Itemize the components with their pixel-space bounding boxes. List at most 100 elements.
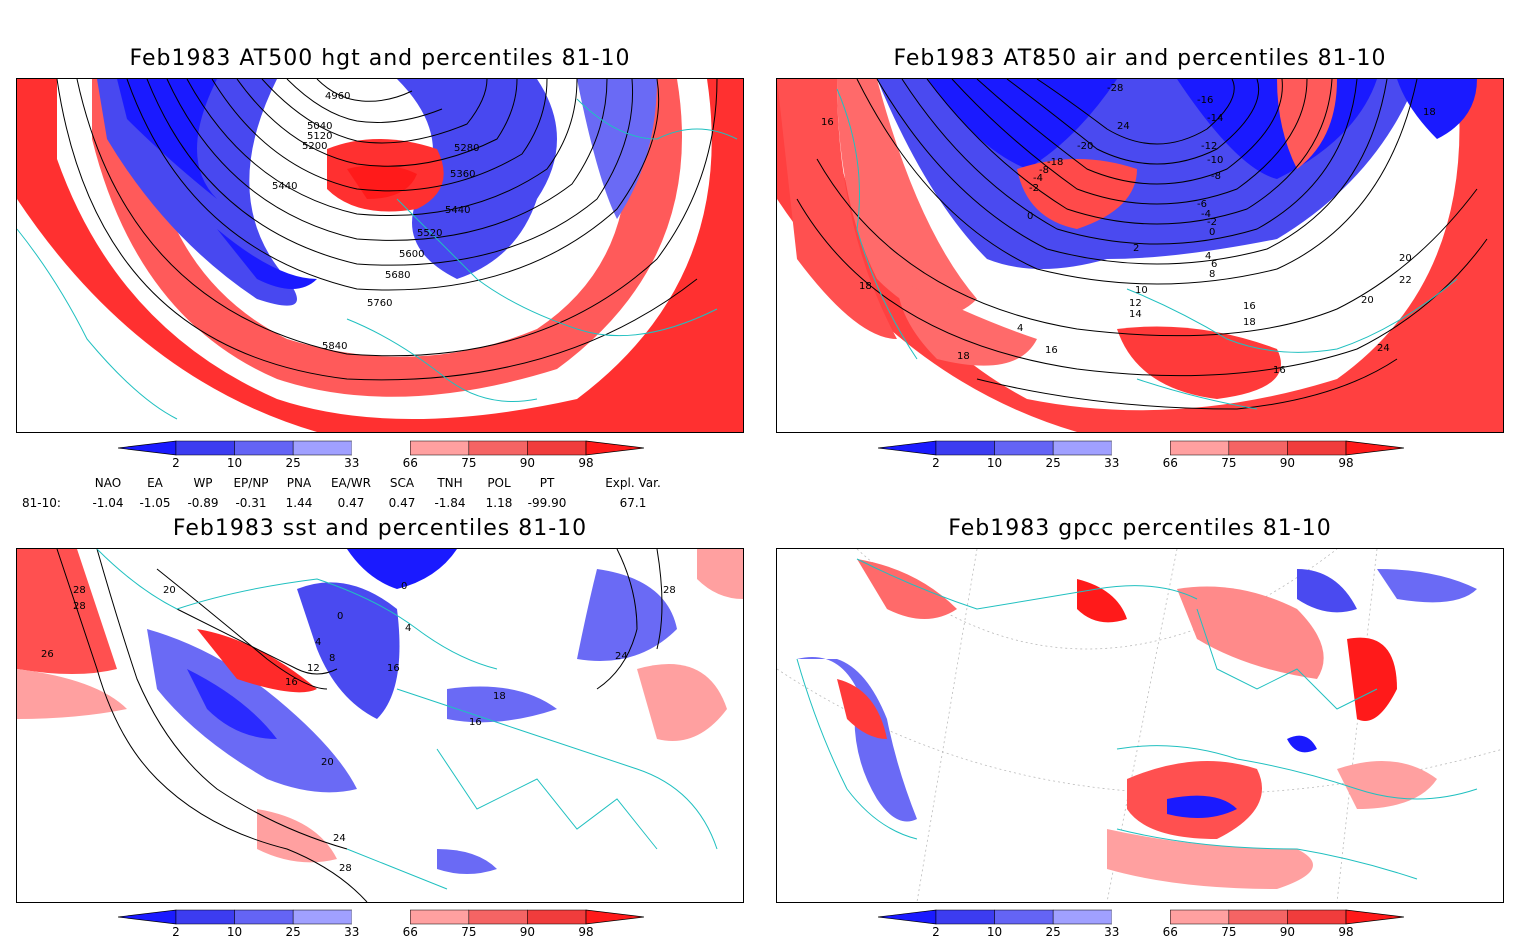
contour-label: 5440	[272, 181, 297, 192]
contour-label: -16	[1197, 95, 1213, 106]
map-gpcc	[776, 548, 1504, 903]
contour-label: -6	[1197, 199, 1207, 210]
colorbar-segment	[1111, 910, 1171, 924]
contour-label: 5360	[450, 169, 475, 180]
colorbar-tick-label: 25	[1045, 925, 1061, 939]
teleconnection-header: PT	[539, 476, 555, 490]
colorbar-tick-label: 10	[986, 925, 1003, 939]
contour-label: 26	[41, 649, 54, 660]
colorbar-arrow-high	[585, 440, 645, 456]
colorbar-segment	[468, 909, 528, 925]
colorbar-segment	[1052, 909, 1112, 925]
colorbar-segment	[292, 909, 352, 925]
colorbar-segment	[994, 909, 1054, 925]
contour-label: -8	[1039, 165, 1049, 176]
contour-label: 8	[329, 653, 335, 664]
contour-label: 5200	[302, 141, 327, 152]
contour-label: -28	[1107, 83, 1123, 94]
colorbar-tick-label: 33	[344, 456, 360, 470]
teleconnection-header: POL	[487, 476, 511, 490]
contour-label: 0	[1027, 211, 1033, 222]
teleconnection-value: 0.47	[337, 496, 365, 510]
teleconnection-value: -1.05	[139, 496, 171, 510]
map-hgt500: 4960 5040 5120 5200 5280 5360 5440 5440 …	[16, 78, 744, 433]
contour-label: 18	[493, 691, 506, 702]
colorbar-tick-label: 25	[285, 925, 301, 939]
contour-label: 18	[957, 351, 970, 362]
colorbar-arrow-low	[877, 909, 937, 925]
contour-label: 16	[1243, 301, 1256, 312]
colorbar-tick-label: 2	[172, 925, 180, 939]
colorbar-segment	[175, 909, 235, 925]
teleconnection-value: 1.44	[285, 496, 313, 510]
teleconnection-value: -99.90	[527, 496, 567, 510]
teleconnection-header: EA/WR	[330, 476, 372, 490]
panel-title-sst: Feb1983 sst and percentiles 81-10	[172, 516, 588, 541]
contour-label: 5760	[367, 298, 392, 309]
contour-label: 28	[663, 585, 676, 596]
contour-label: 24	[333, 833, 346, 844]
contour-label: 28	[339, 863, 352, 874]
colorbar-arrow-high	[1345, 909, 1405, 925]
colorbar-segment	[351, 441, 411, 455]
colorbar-arrow-low	[877, 440, 937, 456]
colorbar-segment	[1052, 440, 1112, 456]
contour-label: 8	[1209, 269, 1215, 280]
colorbar-segment	[935, 909, 995, 925]
contour-label: 16	[285, 677, 298, 688]
contour-label: 4	[315, 637, 321, 648]
colorbar-segment	[1228, 909, 1288, 925]
colorbar-tick-label: 66	[1162, 456, 1178, 470]
colorbar-tick-label: 10	[226, 925, 243, 939]
colorbar-tick-label: 66	[402, 925, 418, 939]
contour-label: 6	[1211, 259, 1217, 270]
contour-label: 16	[1045, 345, 1058, 356]
colorbar-segment	[292, 440, 352, 456]
colorbar-tick-label: 98	[578, 925, 594, 939]
contour-label: 10	[1135, 285, 1148, 296]
colorbar-tick-label: 2	[932, 925, 940, 939]
colorbar-tick-label: 66	[402, 456, 418, 470]
colorbar-arrow-high	[585, 909, 645, 925]
teleconnection-header: EA	[147, 476, 163, 490]
contour-label: 20	[163, 585, 176, 596]
colorbar-tick-label: 98	[1338, 925, 1354, 939]
teleconnection-table: 81-10: NAO -1.04 EA -1.05 WP -0.89 EP/NP -0.31 P…	[0, 476, 760, 512]
colorbar-segment	[1228, 440, 1288, 456]
contour-label: 28	[73, 585, 86, 596]
colorbar-tick-label: 33	[344, 925, 360, 939]
colorbar-tick-label: 90	[519, 925, 536, 939]
teleconnection-value: 0.47	[388, 496, 416, 510]
colorbar-hgt500: 2 10 25 33 66 75 90 98	[117, 440, 645, 474]
teleconnection-header: SCA	[389, 476, 415, 490]
colorbar-arrow-low	[117, 440, 177, 456]
contour-label: 0	[401, 581, 407, 592]
colorbar-segment	[1170, 440, 1230, 456]
contour-label: -18	[1047, 157, 1063, 168]
contour-label: 12	[307, 663, 320, 674]
contour-label: 0	[1209, 227, 1215, 238]
contour-label: 4	[405, 623, 411, 634]
contour-label: 2	[1133, 243, 1139, 254]
colorbar-tick-label: 98	[578, 456, 594, 470]
contour-label: 4	[1017, 323, 1023, 334]
colorbar-tick-label: 25	[1045, 456, 1061, 470]
colorbar-tick-label: 2	[932, 456, 940, 470]
contour-label: 5520	[417, 228, 442, 239]
contour-label: 16	[1273, 365, 1286, 376]
contour-label: 18	[1243, 317, 1256, 328]
contour-label: 24	[1377, 343, 1390, 354]
colorbar-arrow-high	[1345, 440, 1405, 456]
contour-label: 0	[337, 611, 343, 622]
colorbar-tick-label: 75	[1221, 456, 1237, 470]
contour-label: 28	[73, 601, 86, 612]
contour-label: 5040	[307, 121, 332, 132]
colorbar-tick-label: 33	[1104, 456, 1120, 470]
contour-label: 20	[321, 757, 334, 768]
teleconnection-header: TNH	[437, 476, 463, 490]
contour-label: 16	[387, 663, 400, 674]
colorbar-tick-label: 10	[986, 456, 1003, 470]
teleconnection-header: Expl. Var.	[605, 476, 661, 490]
contour-label: -4	[1033, 173, 1043, 184]
colorbar-tick-label: 10	[226, 456, 243, 470]
